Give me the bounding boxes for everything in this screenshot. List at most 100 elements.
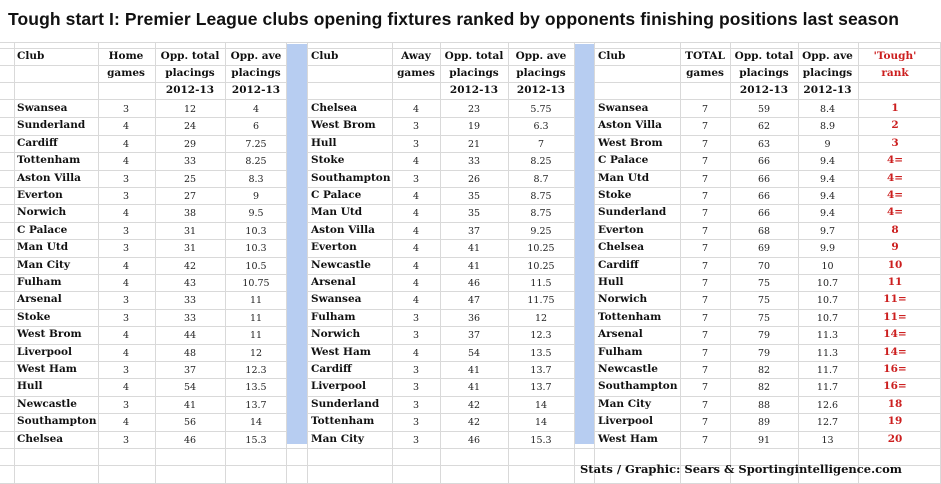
total-row-club: Chelsea (598, 241, 645, 254)
grid-line (440, 42, 441, 484)
away-row-games: 4 (412, 295, 420, 307)
home-row-games: 4 (122, 138, 130, 150)
total-row-ave: 12.7 (816, 417, 839, 429)
home-row-club: Aston Villa (17, 171, 81, 184)
home-row-total: 27 (183, 191, 197, 202)
home-row-club: Chelsea (17, 432, 64, 445)
away-row-ave: 14 (534, 417, 548, 429)
away-header-ave: 2012-13 (516, 84, 566, 96)
total-row-ave: 9.4 (819, 156, 836, 168)
total-header-total: Opp. total (734, 50, 794, 62)
total-row-ave: 11.3 (816, 347, 839, 359)
away-row-club: Stoke (311, 154, 345, 167)
away-row-total: 26 (467, 173, 481, 185)
away-row-ave: 12 (534, 312, 548, 324)
home-row-total: 54 (183, 382, 197, 394)
home-row-total: 33 (183, 156, 197, 168)
home-row-total: 24 (183, 121, 197, 133)
home-row-ave: 12.3 (245, 365, 267, 376)
total-row-ave: 10.7 (816, 278, 839, 289)
away-row-total: 41 (467, 365, 481, 376)
home-row-club: Arsenal (17, 293, 62, 306)
away-row-games: 3 (412, 365, 420, 376)
away-row-ave: 15.3 (530, 434, 552, 446)
home-row-total: 31 (183, 243, 197, 255)
home-row-club: Fulham (17, 276, 62, 288)
away-row-ave: 13.5 (530, 347, 552, 359)
away-row-ave: 8.75 (530, 208, 552, 220)
away-header-games: games (397, 67, 435, 79)
total-row-club: Liverpool (598, 415, 654, 428)
away-row-club: Man City (311, 432, 365, 445)
total-header-club: Club (598, 50, 626, 62)
total-row-games: 7 (701, 225, 709, 237)
away-row-club: Aston Villa (311, 223, 375, 236)
grid-line (0, 48, 941, 49)
grid-line (286, 42, 287, 484)
total-row-games: 7 (701, 191, 709, 202)
home-row-games: 4 (122, 347, 130, 359)
home-row-total: 56 (183, 417, 197, 429)
total-row-rank: 3 (891, 136, 899, 149)
total-row-total: 89 (757, 417, 771, 429)
home-row-club: Tottenham (17, 154, 81, 167)
total-row-rank: 14= (883, 328, 907, 341)
away-row-total: 42 (467, 417, 481, 429)
away-row-club: Cardiff (311, 363, 352, 375)
home-row-games: 3 (122, 295, 130, 307)
home-header-ave: Opp. ave (230, 50, 282, 62)
home-header-total: 2012-13 (165, 84, 215, 96)
total-row-rank: 18 (887, 397, 903, 410)
home-row-ave: 11 (249, 330, 263, 342)
away-row-games: 4 (412, 260, 420, 272)
away-row-games: 4 (412, 225, 420, 237)
away-row-club: Fulham (311, 310, 356, 323)
home-row-total: 43 (183, 278, 197, 289)
total-row-ave: 11.3 (816, 330, 839, 342)
away-row-club: C Palace (311, 189, 362, 201)
total-row-games: 7 (701, 295, 709, 307)
grid-line (0, 152, 941, 153)
home-row-ave: 13.7 (245, 399, 267, 411)
home-row-games: 3 (122, 104, 130, 115)
total-header-ave: 2012-13 (803, 84, 852, 96)
grid-line (98, 42, 99, 484)
total-row-total: 66 (757, 191, 771, 202)
grid-line (392, 42, 393, 484)
grid-line (155, 42, 156, 484)
home-row-ave: 4 (252, 104, 260, 115)
away-row-games: 4 (412, 104, 420, 115)
home-row-total: 25 (183, 173, 197, 185)
total-row-rank: 11= (883, 293, 907, 306)
grid-line (0, 326, 941, 327)
total-row-rank: 4= (886, 154, 904, 167)
total-row-rank: 11= (883, 310, 907, 323)
away-row-games: 3 (412, 312, 420, 324)
away-row-games: 3 (412, 173, 420, 185)
away-row-ave: 13.7 (530, 382, 552, 394)
total-row-games: 7 (701, 243, 709, 255)
home-row-total: 46 (183, 434, 197, 446)
total-row-rank: 9 (891, 241, 899, 254)
home-row-club: Swansea (17, 102, 68, 114)
away-row-games: 4 (412, 347, 420, 359)
total-row-total: 75 (757, 278, 771, 289)
home-row-games: 3 (122, 312, 130, 324)
total-row-games: 7 (701, 382, 709, 394)
home-row-games: 3 (122, 225, 130, 237)
total-row-rank: 4= (886, 189, 904, 201)
home-header-ave: 2012-13 (231, 84, 281, 96)
grid-line (0, 117, 941, 118)
grid-line (0, 361, 941, 362)
total-row-games: 7 (701, 278, 709, 289)
total-row-games: 7 (701, 138, 709, 150)
total-row-rank: 1 (891, 102, 899, 114)
home-header-ave: placings (231, 67, 281, 79)
home-row-ave: 9 (252, 191, 260, 202)
total-row-rank: 8 (891, 223, 899, 236)
home-row-games: 3 (122, 434, 130, 446)
away-row-total: 35 (467, 208, 481, 220)
away-header-total: Opp. total (444, 50, 504, 62)
total-row-games: 7 (701, 330, 709, 342)
total-row-ave: 9.4 (819, 173, 836, 185)
